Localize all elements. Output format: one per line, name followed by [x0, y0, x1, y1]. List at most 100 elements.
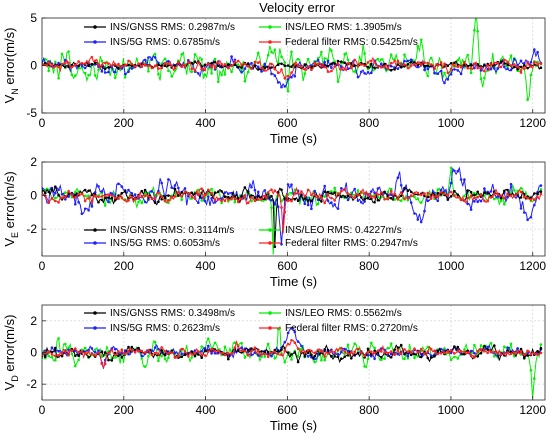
- data-point: [220, 62, 223, 66]
- x-axis-label: Time (s): [270, 131, 317, 146]
- data-point: [436, 349, 440, 353]
- data-point: [449, 73, 453, 76]
- y-tick-label: 2: [30, 155, 37, 169]
- data-point: [250, 353, 253, 357]
- data-point: [323, 195, 327, 198]
- data-point: [290, 50, 293, 54]
- data-point: [383, 357, 386, 360]
- data-point: [193, 351, 197, 355]
- data-point: [107, 351, 110, 355]
- data-point: [506, 65, 509, 68]
- data-point: [469, 64, 473, 67]
- data-point: [153, 201, 157, 204]
- x-tick-label: 200: [114, 259, 134, 273]
- data-point: [263, 66, 267, 70]
- data-point: [54, 358, 57, 362]
- data-point: [170, 195, 173, 199]
- data-point: [443, 71, 446, 75]
- data-point: [393, 68, 396, 71]
- data-point: [130, 348, 134, 352]
- data-point: [439, 191, 443, 194]
- y-axis-label: VN error(m/s): [2, 28, 20, 104]
- legend-label: INS/LEO RMS: 0.5562m/s: [285, 308, 402, 319]
- data-point: [157, 72, 160, 76]
- x-tick-label: 800: [359, 116, 379, 130]
- data-point: [97, 200, 100, 204]
- data-point: [389, 53, 393, 56]
- data-point: [366, 71, 370, 74]
- data-point: [87, 209, 90, 212]
- data-point: [393, 59, 396, 63]
- data-point: [113, 196, 117, 200]
- data-point: [193, 69, 197, 72]
- data-point: [193, 53, 197, 56]
- data-point: [323, 57, 327, 60]
- data-point: [433, 71, 436, 75]
- data-point: [496, 192, 500, 196]
- data-point: [256, 65, 260, 69]
- data-point: [183, 353, 187, 357]
- data-point: [260, 198, 263, 201]
- data-point: [353, 196, 357, 200]
- data-point: [137, 200, 140, 204]
- data-point: [323, 201, 327, 205]
- data-point: [220, 351, 223, 355]
- data-point: [70, 352, 74, 356]
- data-point: [363, 354, 366, 358]
- data-point: [213, 198, 217, 202]
- data-point: [443, 192, 446, 195]
- data-point: [180, 198, 183, 201]
- data-point: [153, 346, 157, 349]
- data-point: [74, 364, 77, 368]
- data-point: [80, 61, 84, 65]
- data-point: [506, 349, 509, 352]
- data-point: [187, 194, 190, 198]
- data-point: [87, 350, 90, 354]
- data-point: [503, 352, 506, 355]
- data-point: [220, 199, 223, 203]
- data-point: [316, 202, 320, 206]
- data-point: [539, 346, 543, 350]
- data-point: [496, 67, 500, 70]
- data-point: [533, 48, 536, 51]
- data-point: [439, 69, 443, 73]
- data-point: [419, 220, 423, 224]
- data-point: [466, 189, 470, 192]
- data-point: [529, 369, 533, 372]
- data-point: [190, 350, 193, 353]
- data-point: [200, 356, 203, 360]
- data-point: [243, 194, 247, 197]
- data-point: [320, 50, 323, 54]
- x-tick-label: 600: [277, 403, 297, 417]
- data-point: [370, 350, 373, 354]
- data-point: [83, 346, 87, 350]
- data-point: [343, 347, 347, 351]
- data-point: [346, 58, 350, 62]
- data-point: [153, 64, 157, 68]
- x-tick-label: 800: [359, 403, 379, 417]
- data-point: [456, 345, 460, 349]
- data-point: [386, 346, 390, 350]
- y-tick-label: -2: [26, 377, 37, 391]
- data-point: [243, 350, 247, 353]
- data-point: [167, 352, 170, 355]
- data-point: [529, 73, 533, 77]
- data-point: [463, 60, 466, 64]
- data-point: [227, 352, 230, 355]
- data-point: [419, 63, 423, 66]
- data-point: [350, 66, 353, 70]
- series-group: [42, 166, 543, 255]
- data-point: [486, 345, 490, 349]
- data-point: [483, 76, 486, 80]
- data-point: [87, 197, 90, 200]
- data-point: [44, 194, 47, 198]
- data-point: [466, 66, 470, 70]
- data-point: [210, 348, 213, 351]
- data-point: [426, 64, 430, 68]
- data-point: [539, 188, 543, 191]
- data-point: [270, 351, 273, 355]
- data-point: [64, 195, 67, 199]
- data-point: [489, 350, 493, 353]
- legend-item: INS/GNSS RMS: 0.3114m/s: [84, 225, 234, 236]
- data-point: [533, 377, 536, 380]
